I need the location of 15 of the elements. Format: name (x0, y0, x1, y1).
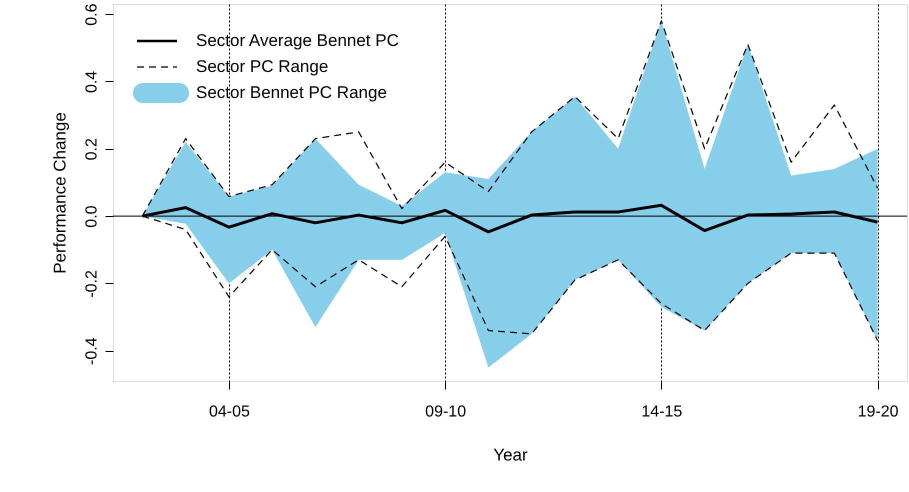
legend-label: Sector PC Range (196, 57, 328, 76)
y-tick-label: -0.4 (84, 337, 100, 365)
y-tick-label: 0.6 (84, 3, 100, 26)
y-tick-label: 0.4 (84, 70, 100, 94)
y-tick-label: 0.0 (84, 205, 100, 228)
legend-label: Sector Average Bennet PC (196, 31, 399, 50)
y-tick-label: -0.2 (84, 270, 100, 298)
y-axis-title: Performance Change (50, 112, 70, 274)
x-tick-label: 09-10 (425, 404, 466, 420)
x-tick-label: 04-05 (208, 404, 250, 420)
x-tick-label: 19-20 (858, 404, 899, 420)
annotation: Sector Bennet PC Range (196, 83, 387, 102)
y-tick-label: 0.2 (84, 138, 100, 160)
x-tick-label: 14-15 (641, 404, 682, 420)
x-axis-title: Year (493, 446, 528, 464)
